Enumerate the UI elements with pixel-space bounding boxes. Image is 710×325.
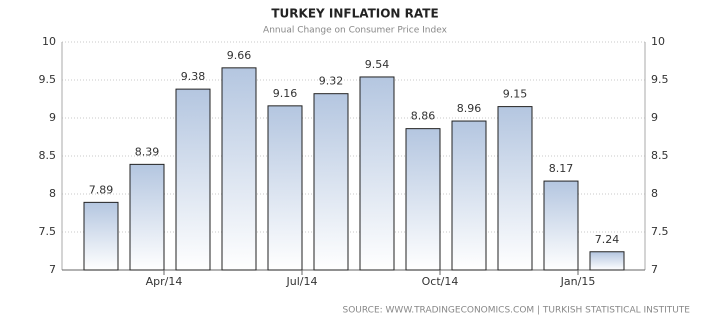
value-label: 8.96 bbox=[457, 102, 482, 115]
y2-tick-label: 8.5 bbox=[651, 149, 669, 162]
y-tick-label: 10 bbox=[42, 35, 56, 48]
bar bbox=[221, 67, 257, 271]
value-label: 9.16 bbox=[273, 87, 298, 100]
value-label: 7.89 bbox=[89, 183, 114, 196]
value-label: 8.39 bbox=[135, 145, 160, 158]
bar bbox=[83, 201, 119, 271]
y2-tick-label: 10 bbox=[651, 35, 665, 48]
x-tick-label: Apr/14 bbox=[146, 275, 183, 288]
value-label: 9.38 bbox=[181, 70, 206, 83]
value-label: 9.32 bbox=[319, 75, 344, 88]
x-tick-label: Jan/15 bbox=[560, 275, 596, 288]
bar bbox=[543, 180, 579, 271]
y-tick-label: 7.5 bbox=[39, 225, 57, 238]
bar bbox=[589, 251, 625, 271]
bar bbox=[451, 120, 487, 271]
y-tick-label: 8 bbox=[49, 187, 56, 200]
bar bbox=[175, 88, 211, 271]
y2-tick-label: 8 bbox=[651, 187, 658, 200]
chart-subtitle: Annual Change on Consumer Price Index bbox=[263, 26, 448, 36]
y-tick-label: 9 bbox=[49, 111, 56, 124]
y2-tick-label: 9.5 bbox=[651, 73, 669, 86]
y-tick-label: 8.5 bbox=[39, 149, 57, 162]
bar bbox=[313, 93, 349, 271]
y2-tick-label: 7.5 bbox=[651, 225, 669, 238]
chart-title: TURKEY INFLATION RATE bbox=[271, 7, 438, 21]
bar bbox=[359, 76, 395, 271]
value-label: 9.15 bbox=[503, 88, 528, 101]
bar bbox=[129, 163, 165, 271]
y2-tick-label: 7 bbox=[651, 263, 658, 276]
y2-tick-label: 9 bbox=[651, 111, 658, 124]
value-label: 9.66 bbox=[227, 49, 252, 62]
x-tick-label: Jul/14 bbox=[286, 275, 318, 288]
y-tick-label: 9.5 bbox=[39, 73, 57, 86]
x-tick-label: Oct/14 bbox=[422, 275, 459, 288]
value-label: 7.24 bbox=[595, 233, 620, 246]
bar bbox=[405, 128, 441, 271]
bar bbox=[497, 106, 533, 271]
y-tick-label: 7 bbox=[49, 263, 56, 276]
value-label: 8.86 bbox=[411, 110, 436, 123]
value-label: 8.17 bbox=[549, 162, 574, 175]
bar bbox=[267, 105, 303, 271]
source-note: SOURCE: WWW.TRADINGECONOMICS.COM | TURKI… bbox=[342, 306, 690, 316]
value-label: 9.54 bbox=[365, 58, 390, 71]
